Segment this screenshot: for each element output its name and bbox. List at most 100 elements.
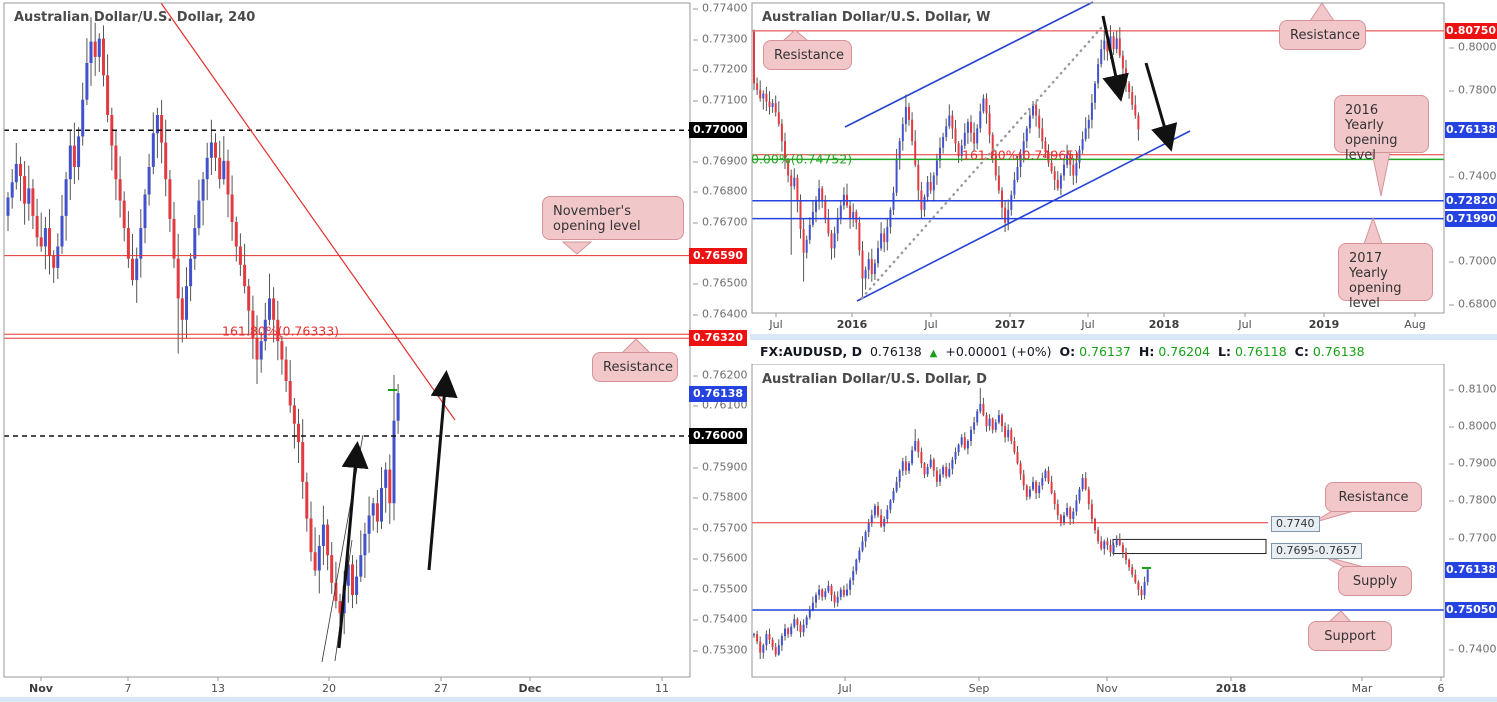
up-arrow-4h[interactable] — [337, 441, 369, 649]
up-triangle-icon: ▲ — [929, 348, 938, 359]
y-axis-tick: 0.77400 — [693, 1, 748, 15]
chart-panel-border — [751, 363, 1445, 678]
x-axis-tick: 2016 — [836, 318, 868, 331]
quote-low-label: L: — [1218, 344, 1231, 359]
quote-high-label: H: — [1138, 344, 1155, 359]
quote-bar: FX:AUDUSD, D 0.76138 ▲ +0.00001 (+0%) O:… — [752, 340, 1497, 364]
x-axis-tick: Nov — [1096, 682, 1118, 695]
chart-title-240: Australian Dollar/U.S. Dollar, 240 — [14, 10, 256, 25]
price-level-badge: 0.75050 — [1445, 602, 1497, 618]
current-price-badge: 0.76138 — [1445, 122, 1497, 138]
callout-november-opening[interactable]: November's opening level — [542, 196, 684, 240]
quote-high-value: 0.76204 — [1158, 344, 1211, 359]
candles-h4[interactable] — [6, 17, 400, 635]
x-axis-tick: 2017 — [994, 318, 1026, 331]
x-axis-tick: Jul — [838, 682, 852, 695]
channel-line-weekly[interactable] — [856, 130, 1191, 302]
y-axis-tick: 0.77000 — [1449, 532, 1497, 545]
price-level-badge: 0.77000 — [689, 122, 747, 138]
callout-pointer — [1309, 2, 1335, 22]
x-axis-tick: 20 — [322, 682, 336, 695]
quote-open-value: 0.76137 — [1079, 344, 1131, 359]
price-level-badge: 0.76320 — [689, 330, 747, 346]
x-axis-tick: Jul — [1238, 318, 1252, 331]
level-label-0-7740[interactable]: 0.7740 — [1271, 516, 1320, 532]
x-axis-tick: 6 — [1437, 682, 1445, 695]
x-axis-tick: Dec — [518, 682, 542, 695]
price-level-badge: 0.76000 — [689, 428, 747, 444]
x-axis-tick: 27 — [434, 682, 448, 695]
x-axis-tick: 11 — [655, 682, 669, 695]
x-axis-tick: 7 — [124, 682, 132, 695]
y-axis-tick: 0.75300 — [693, 643, 748, 657]
callout-supply-daily[interactable]: Supply — [1338, 566, 1412, 596]
x-axis-tick: Jul — [924, 318, 938, 331]
price-level-badge: 0.71990 — [1445, 211, 1497, 227]
chart-panel-border — [751, 2, 1445, 314]
callout-resistance-weekly-left[interactable]: Resistance — [763, 40, 852, 70]
down-arrow-weekly[interactable] — [1101, 15, 1129, 102]
x-axis-tick: Aug — [1404, 318, 1426, 331]
up-arrow-4h[interactable] — [427, 370, 458, 571]
callout-2016-yearly-open[interactable]: 2016 Yearly opening level — [1334, 95, 1429, 163]
x-axis-tick: Jul — [1081, 318, 1095, 331]
callout-resistance-daily[interactable]: Resistance — [1325, 482, 1422, 512]
mid-separator-strip — [750, 334, 1497, 340]
chart-title-weekly: Australian Dollar/U.S. Dollar, W — [762, 10, 991, 25]
quote-change: +0.00001 (+0%) — [945, 344, 1052, 359]
callout-pointer — [620, 338, 652, 354]
x-axis-tick: Jul — [769, 318, 783, 331]
down-arrow-weekly[interactable] — [1144, 62, 1178, 152]
bottom-separator-strip — [0, 697, 1497, 702]
dotted-trendline-weekly[interactable] — [860, 25, 1104, 300]
fib-label-161-80-weekly[interactable]: 161.80%(0.74965) — [962, 147, 1080, 163]
callout-resistance-weekly-right[interactable]: Resistance — [1279, 20, 1366, 50]
x-axis-tick: 2019 — [1308, 318, 1340, 331]
chart-title-daily: Australian Dollar/U.S. Dollar, D — [762, 372, 987, 387]
candles-wk[interactable] — [753, 25, 1140, 299]
fib-label-161-80-4h[interactable]: 161.80%(0.76333) — [222, 323, 340, 339]
last-price-tick-4h — [388, 389, 397, 391]
quote-last-price: 0.76138 — [869, 344, 922, 359]
y-axis-tick: 0.76400 — [693, 307, 748, 321]
y-axis-tick: 0.76800 — [693, 184, 748, 198]
quote-open-label: O: — [1059, 344, 1076, 359]
trendline-descending-4h[interactable] — [160, 2, 456, 421]
callout-pointer — [1363, 216, 1383, 245]
y-axis-tick: 0.77300 — [693, 32, 748, 46]
price-level-badge: 0.72820 — [1445, 193, 1497, 209]
callout-resistance-4h[interactable]: Resistance — [592, 352, 678, 382]
zone-label-supply[interactable]: 0.7695-0.7657 — [1271, 543, 1362, 559]
price-level-badge: 0.80750 — [1445, 23, 1497, 39]
current-price-badge: 0.76138 — [689, 386, 747, 402]
x-axis-tick: Mar — [1351, 682, 1373, 695]
callout-2017-yearly-open[interactable]: 2017 Yearly opening level — [1338, 243, 1433, 311]
x-axis-tick: Sep — [968, 682, 990, 695]
y-axis-tick: 0.75400 — [693, 612, 748, 626]
quote-low-value: 0.76118 — [1234, 344, 1287, 359]
fib-label-0-00-weekly[interactable]: 0.00%(0.74752) — [751, 151, 853, 167]
y-axis-tick: 0.77100 — [693, 93, 748, 107]
y-axis-tick: 0.76500 — [693, 276, 748, 290]
y-axis-tick: 0.75700 — [693, 521, 748, 535]
last-price-tick-daily — [1142, 567, 1151, 569]
supply-zone-rect[interactable] — [1112, 538, 1267, 555]
y-axis-tick: 0.76200 — [693, 368, 748, 382]
price-level-badge: 0.76590 — [689, 248, 747, 264]
current-price-badge: 0.76138 — [1445, 562, 1497, 578]
callout-support-daily[interactable]: Support — [1308, 621, 1392, 651]
y-axis-tick: 0.77200 — [693, 62, 748, 76]
candles-d1[interactable] — [753, 387, 1149, 659]
y-axis-tick: 0.75800 — [693, 490, 748, 504]
channel-line-weekly[interactable] — [844, 1, 1094, 128]
